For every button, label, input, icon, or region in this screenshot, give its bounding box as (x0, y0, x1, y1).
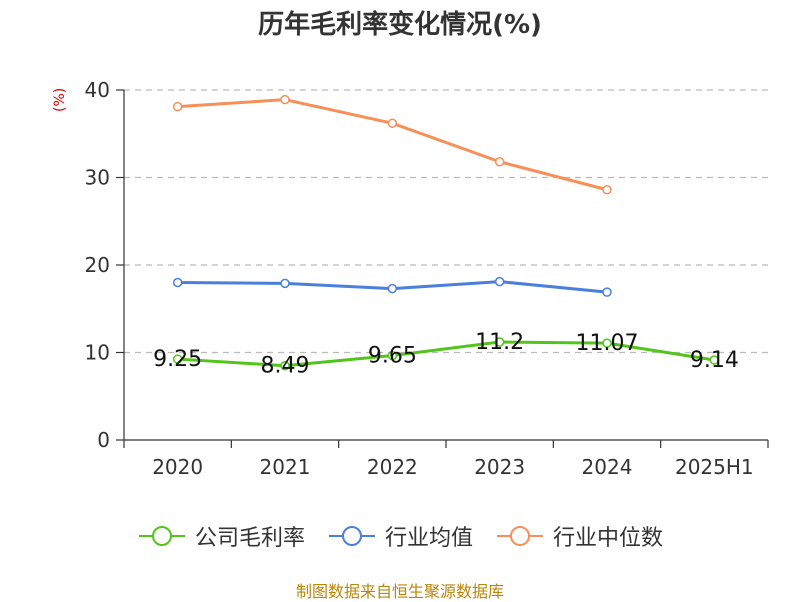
x-tick-label: 2022 (367, 455, 418, 479)
legend-marker-icon (497, 526, 543, 546)
chart-title: 历年毛利率变化情况(%) (258, 10, 542, 40)
x-tick-label: 2023 (474, 455, 525, 479)
x-tick-label: 2024 (582, 455, 633, 479)
data-point (494, 337, 505, 347)
data-point (602, 185, 612, 195)
legend: 公司毛利率 行业均值 行业中位数 (0, 520, 800, 552)
y-tick-label: 20 (85, 253, 110, 277)
data-label: 9.25 (153, 347, 202, 372)
series-line (177, 340, 715, 368)
data-point (602, 287, 612, 297)
legend-item[interactable]: 公司毛利率 (137, 520, 305, 552)
y-tick-label: 0 (97, 428, 110, 452)
x-tick-label: 2021 (260, 455, 311, 479)
data-point (387, 118, 398, 128)
data-point (387, 350, 398, 361)
data-point (494, 276, 505, 287)
y-tick-label: 30 (85, 166, 110, 190)
legend-label: 公司毛利率 (194, 526, 305, 551)
data-point (602, 338, 612, 348)
legend-item[interactable]: 行业中位数 (495, 520, 663, 552)
y-tick-label: 40 (85, 78, 110, 102)
data-label: 9.65 (368, 344, 417, 369)
series-line (177, 98, 608, 192)
data-label: 9.14 (690, 348, 739, 373)
legend-label: 行业中位数 (553, 526, 664, 551)
data-point (494, 157, 505, 167)
x-tick-label: 2025H1 (675, 455, 754, 479)
data-point (280, 360, 290, 371)
data-point (172, 277, 183, 288)
data-point (280, 94, 290, 105)
y-tick-label: 10 (85, 341, 110, 365)
legend-item[interactable]: 行业均值 (327, 520, 473, 552)
legend-marker-icon (138, 526, 185, 546)
y-axis-unit-label: (%) (52, 87, 68, 112)
legend-marker-icon (328, 526, 375, 546)
legend-label: 行业均值 (384, 526, 473, 551)
data-point (280, 278, 290, 289)
x-tick-label: 2020 (152, 455, 203, 479)
data-point (709, 355, 720, 365)
source-note: 制图数据来自恒生聚源数据库 (295, 582, 504, 601)
data-point (172, 354, 183, 364)
data-label: 11.07 (576, 331, 639, 356)
data-point (387, 283, 398, 294)
data-label: 8.49 (261, 354, 310, 379)
data-point (172, 101, 183, 112)
data-label: 11.2 (475, 330, 524, 355)
